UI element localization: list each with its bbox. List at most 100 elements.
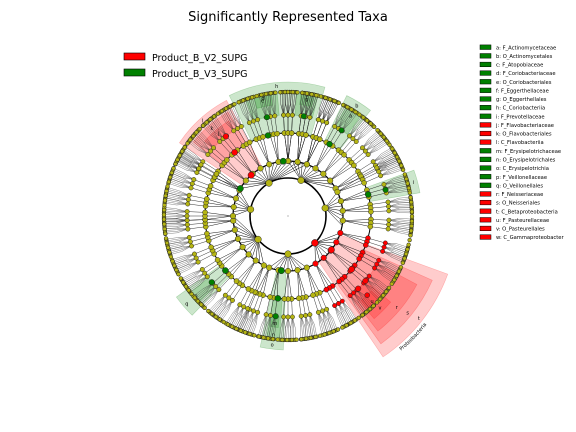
tree-node	[170, 259, 175, 264]
tree-edge	[366, 184, 385, 191]
tree-node	[234, 326, 239, 331]
tree-edge	[246, 144, 261, 169]
tree-node	[215, 111, 221, 116]
tree-node	[353, 139, 359, 144]
highlight-sectors: lkjhedgfbaitsrvuonmqp	[175, 81, 449, 358]
tree-node	[303, 264, 310, 271]
tree-edge	[237, 128, 247, 145]
tree-node	[294, 337, 299, 342]
tree-node	[323, 95, 328, 100]
taxa-legend-swatch	[479, 148, 492, 154]
tree-node	[246, 139, 253, 146]
tree-node	[298, 313, 304, 319]
tree-edge	[191, 240, 209, 247]
sector-letter: h	[275, 84, 278, 90]
tree-edge	[233, 225, 259, 240]
taxa-legend-label: q: O_Veillonellales	[496, 183, 543, 189]
tree-node	[164, 188, 169, 194]
tree-edge	[340, 232, 369, 239]
tree-edge	[291, 298, 293, 317]
tree-node	[189, 181, 195, 187]
tree-node	[260, 134, 266, 140]
tree-node	[205, 152, 211, 157]
tree-edge	[206, 229, 235, 234]
tree-node	[315, 117, 321, 123]
tree-edge	[187, 226, 206, 230]
tree-edge	[219, 246, 243, 264]
tree-edge	[273, 270, 279, 298]
tree-node	[381, 293, 386, 298]
tree-node	[400, 260, 405, 266]
tree-node	[408, 228, 414, 233]
tree-edge	[276, 133, 279, 162]
tree-edge	[194, 247, 212, 255]
tree-edge	[306, 137, 317, 165]
tree-node	[284, 337, 290, 343]
sector-letter: a	[349, 114, 352, 120]
tree-edge	[206, 198, 234, 208]
tree-node	[339, 298, 345, 304]
taxa-legend-label: w: C_Gammaproteobacter	[496, 235, 564, 241]
tree-node	[191, 133, 196, 139]
tree-edge	[337, 182, 365, 193]
tree-node	[303, 132, 309, 138]
tree-node	[162, 226, 167, 232]
tree-node	[234, 235, 242, 242]
tree-node	[387, 142, 392, 148]
sector-letter: o	[271, 343, 274, 349]
tree-node	[394, 154, 400, 160]
tree-node	[184, 222, 190, 228]
tree-node	[289, 337, 295, 343]
tree-edge	[233, 220, 259, 240]
tree-node	[208, 148, 214, 154]
tree-node	[245, 306, 251, 312]
tree-edge	[202, 259, 218, 270]
tree-node	[208, 244, 214, 250]
tree-node	[408, 233, 413, 238]
tree-node	[376, 257, 382, 263]
tree-node	[368, 209, 374, 215]
tree-node	[360, 312, 365, 318]
tree-edge	[243, 290, 252, 307]
tree-node	[217, 317, 222, 322]
tree-node	[386, 217, 392, 223]
tree-node	[206, 308, 211, 314]
tree-edge	[298, 115, 302, 134]
tree-node	[229, 324, 235, 329]
tree-node	[320, 118, 325, 124]
tree-edge	[341, 278, 354, 293]
tree-node	[257, 165, 264, 172]
tree-edge	[249, 142, 261, 169]
tree-edge	[359, 258, 375, 269]
tree-node	[222, 292, 228, 298]
tree-node	[175, 157, 180, 162]
tree-node	[392, 150, 397, 156]
tree-edge	[314, 232, 341, 244]
tree-edge	[222, 165, 246, 181]
tree-node	[320, 308, 325, 314]
tree-edge	[370, 226, 389, 230]
tree-node	[281, 296, 288, 302]
tree-node	[399, 163, 404, 168]
tree-node	[198, 162, 204, 168]
tree-node	[284, 250, 292, 258]
tree-node	[385, 199, 391, 205]
taxa-legend-label: g: O_Eggerthellales	[496, 97, 547, 103]
tree-edge	[190, 236, 208, 242]
tree-node	[235, 126, 240, 131]
tree-node	[268, 313, 273, 318]
tree-edge	[256, 267, 270, 293]
tree-edge	[312, 295, 319, 313]
tree-node	[281, 314, 287, 320]
tree-node	[242, 177, 249, 184]
tree-node	[189, 243, 195, 249]
tree-node	[237, 185, 244, 192]
tree-node	[294, 267, 301, 274]
tree-edge	[214, 176, 240, 191]
tree-edge	[287, 253, 307, 268]
tree-node	[204, 120, 209, 125]
taxa-legend-swatch	[479, 96, 492, 102]
taxa-legend-label: a: F_Actinomycetaceae	[496, 45, 556, 51]
tree-edge	[370, 219, 389, 221]
tree-edge	[365, 244, 383, 252]
